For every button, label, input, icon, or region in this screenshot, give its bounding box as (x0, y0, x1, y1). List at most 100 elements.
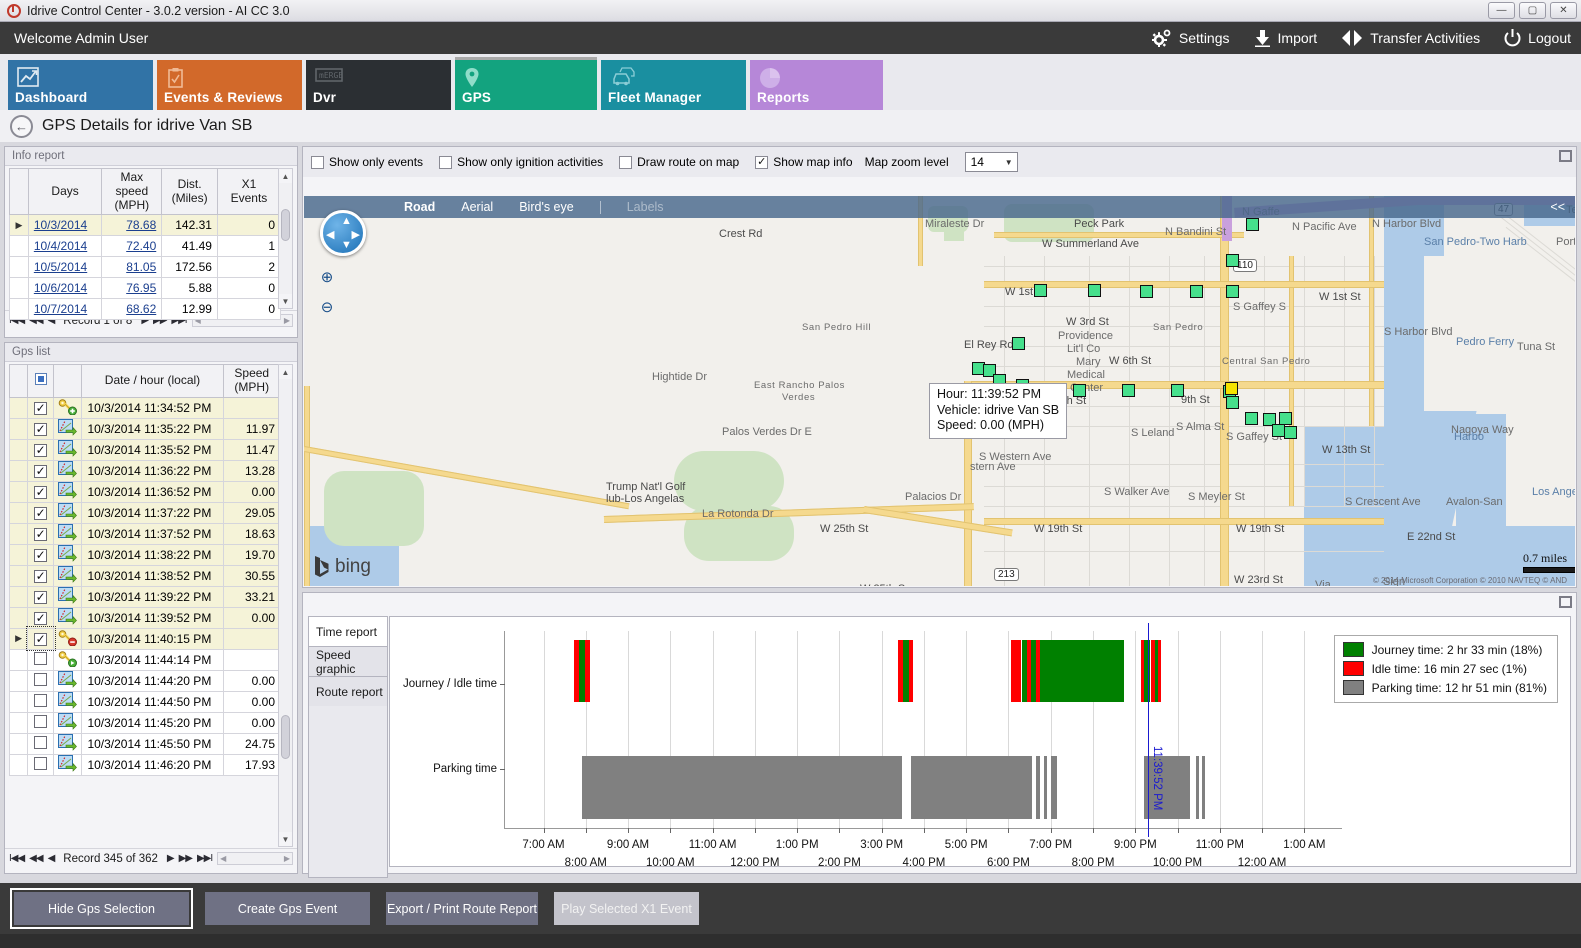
map-type-aerial[interactable]: Aerial (461, 200, 494, 214)
col-distance[interactable]: Dist. (Miles) (161, 167, 218, 216)
row-checkbox-cell[interactable]: ✓ (27, 459, 55, 482)
row-checkbox-cell[interactable]: ✓ (27, 480, 55, 503)
gps-marker[interactable] (1284, 426, 1297, 439)
table-row[interactable]: ✓ 10/3/2014 11:37:52 PM 18.63 (9, 522, 282, 545)
map-panel-restore-button[interactable] (1559, 150, 1572, 162)
tab-speed-graphic[interactable]: Speed graphic (308, 646, 388, 676)
table-row[interactable]: 10/3/2014 11:46:20 PM 17.93 (9, 753, 282, 776)
tab-route-report[interactable]: Route report (308, 676, 388, 706)
row-checkbox[interactable]: ✓ (34, 463, 48, 478)
map-type-road[interactable]: Road (404, 200, 436, 214)
map-type-birdseye[interactable]: Bird's eye (519, 200, 574, 214)
gps-marker[interactable] (983, 364, 996, 377)
tab-dvr[interactable]: mERGE Dvr (306, 60, 451, 110)
row-checkbox[interactable] (34, 693, 48, 707)
nav-next-page[interactable]: ▶▶ (153, 315, 167, 326)
row-checkbox[interactable] (34, 756, 48, 770)
chart-panel-restore-button[interactable] (1559, 596, 1572, 608)
row-checkbox[interactable]: ✓ (34, 421, 48, 436)
table-row[interactable]: ✓ 10/3/2014 11:35:52 PM 11.47 (9, 438, 282, 461)
nav-first[interactable]: I◀◀ (9, 315, 25, 326)
cell-day[interactable]: 10/7/2014 (27, 298, 103, 321)
cell-max-speed[interactable]: 78.68 (101, 214, 163, 237)
gps-marker[interactable] (1226, 254, 1239, 267)
table-row[interactable]: 10/5/2014 81.05 172.56 2 (9, 256, 282, 279)
tab-events-reviews[interactable]: Events & Reviews (157, 60, 302, 110)
table-row[interactable]: ✓ 10/3/2014 11:39:52 PM 0.00 (9, 606, 282, 629)
scroll-thumb[interactable] (281, 209, 290, 241)
settings-menu-item[interactable]: Settings (1151, 29, 1230, 47)
map-zoom-level-select[interactable]: 14 ▼ (964, 152, 1018, 172)
chart-plot[interactable]: Journey / Idle time Parking time 11:39:52… (403, 623, 1342, 869)
cell-day[interactable]: 10/3/2014 (27, 214, 103, 237)
close-button[interactable]: ✕ (1550, 2, 1577, 19)
gps-marker[interactable] (1246, 218, 1259, 231)
table-row[interactable]: 10/3/2014 11:44:50 PM 0.00 (9, 690, 282, 713)
row-checkbox[interactable]: ✓ (34, 484, 48, 499)
col-days[interactable]: Days (27, 167, 103, 216)
gps-marker[interactable] (1122, 384, 1135, 397)
back-button[interactable]: ← (10, 114, 33, 138)
gps-marker[interactable] (1226, 285, 1239, 298)
cell-max-speed[interactable]: 81.05 (101, 256, 163, 279)
row-checkbox-cell[interactable]: ✓ (27, 543, 55, 566)
scroll-up-arrow[interactable]: ▲ (279, 169, 292, 183)
table-row[interactable]: ✓ 10/3/2014 11:36:52 PM 0.00 (9, 480, 282, 503)
nav-next-page[interactable]: ▶▶ (178, 853, 193, 864)
row-checkbox-cell[interactable]: ✓ (25, 626, 56, 652)
row-checkbox[interactable] (34, 651, 48, 665)
checkbox-box[interactable]: ✓ (755, 155, 769, 169)
cell-day[interactable]: 10/6/2014 (27, 277, 103, 300)
row-checkbox[interactable] (34, 735, 48, 749)
info-report-scrollbar[interactable]: ▲ ▼ (278, 168, 293, 309)
play-selected-x1-event-button[interactable]: Play Selected X1 Event (554, 892, 699, 925)
table-row[interactable]: ✓ 10/3/2014 11:36:22 PM 13.28 (9, 459, 282, 482)
row-checkbox[interactable] (34, 714, 48, 728)
nav-last[interactable]: ▶▶I (196, 853, 213, 864)
row-checkbox[interactable] (34, 672, 48, 686)
scroll-down-arrow[interactable]: ▼ (279, 832, 292, 846)
cell-max-speed[interactable]: 76.95 (101, 277, 163, 300)
export-print-route-report-button[interactable]: Export / Print Route Report (386, 892, 538, 925)
col-x1-events[interactable]: X1 Events (216, 167, 282, 216)
row-checkbox-cell[interactable]: ✓ (27, 501, 55, 524)
gps-marker[interactable] (1245, 412, 1258, 425)
table-row[interactable]: 10/6/2014 76.95 5.88 0 (9, 277, 282, 300)
gps-marker[interactable] (1226, 396, 1239, 409)
tab-fleet-manager[interactable]: Fleet Manager (601, 60, 746, 110)
show-map-info-checkbox[interactable]: ✓ Show map info (755, 155, 853, 169)
cell-day[interactable]: 10/5/2014 (27, 256, 103, 279)
gps-marker[interactable] (1279, 412, 1292, 425)
map-zoom-out-button[interactable]: ⊖ (320, 299, 334, 316)
row-checkbox-cell[interactable]: ✓ (27, 564, 55, 587)
nav-first[interactable]: I◀◀ (9, 853, 25, 864)
map-pan-control[interactable]: ▲ ▼ ◀ ▶ (320, 210, 366, 256)
col-speed[interactable]: Speed (MPH) (222, 364, 282, 398)
table-row[interactable]: ✓ 10/3/2014 11:34:52 PM (9, 396, 282, 419)
table-row[interactable]: 10/3/2014 11:45:20 PM 0.00 (9, 711, 282, 734)
gps-marker[interactable] (1263, 413, 1276, 426)
col-select-all[interactable] (27, 364, 55, 398)
gps-marker[interactable] (1190, 285, 1203, 298)
gps-marker[interactable] (1088, 284, 1101, 297)
row-checkbox[interactable]: ✓ (34, 442, 48, 457)
logout-menu-item[interactable]: Logout (1504, 29, 1571, 47)
table-row[interactable]: ✓ 10/3/2014 11:39:22 PM 33.21 (9, 585, 282, 608)
nav-prev[interactable]: ◀ (47, 315, 56, 326)
maximize-button[interactable]: ▢ (1519, 2, 1546, 19)
tab-gps[interactable]: GPS (455, 57, 597, 110)
tab-dashboard[interactable]: Dashboard (8, 60, 153, 110)
row-checkbox-cell[interactable]: ✓ (27, 438, 55, 461)
table-row[interactable]: 10/3/2014 11:45:50 PM 24.75 (9, 732, 282, 755)
map-collapse-button[interactable]: << (1550, 200, 1565, 214)
select-all-checkbox[interactable] (34, 372, 47, 385)
nav-next[interactable]: ▶ (141, 315, 149, 326)
row-checkbox[interactable]: ✓ (34, 631, 48, 646)
gps-list-hscrollbar[interactable]: ◀ ▶ (217, 852, 293, 865)
scroll-down-arrow[interactable]: ▼ (279, 294, 292, 308)
row-checkbox[interactable]: ✓ (34, 589, 48, 604)
tab-time-report[interactable]: Time report (308, 616, 388, 646)
current-gps-marker[interactable] (1225, 382, 1238, 395)
row-checkbox[interactable]: ✓ (34, 400, 48, 415)
import-menu-item[interactable]: Import (1254, 29, 1317, 47)
